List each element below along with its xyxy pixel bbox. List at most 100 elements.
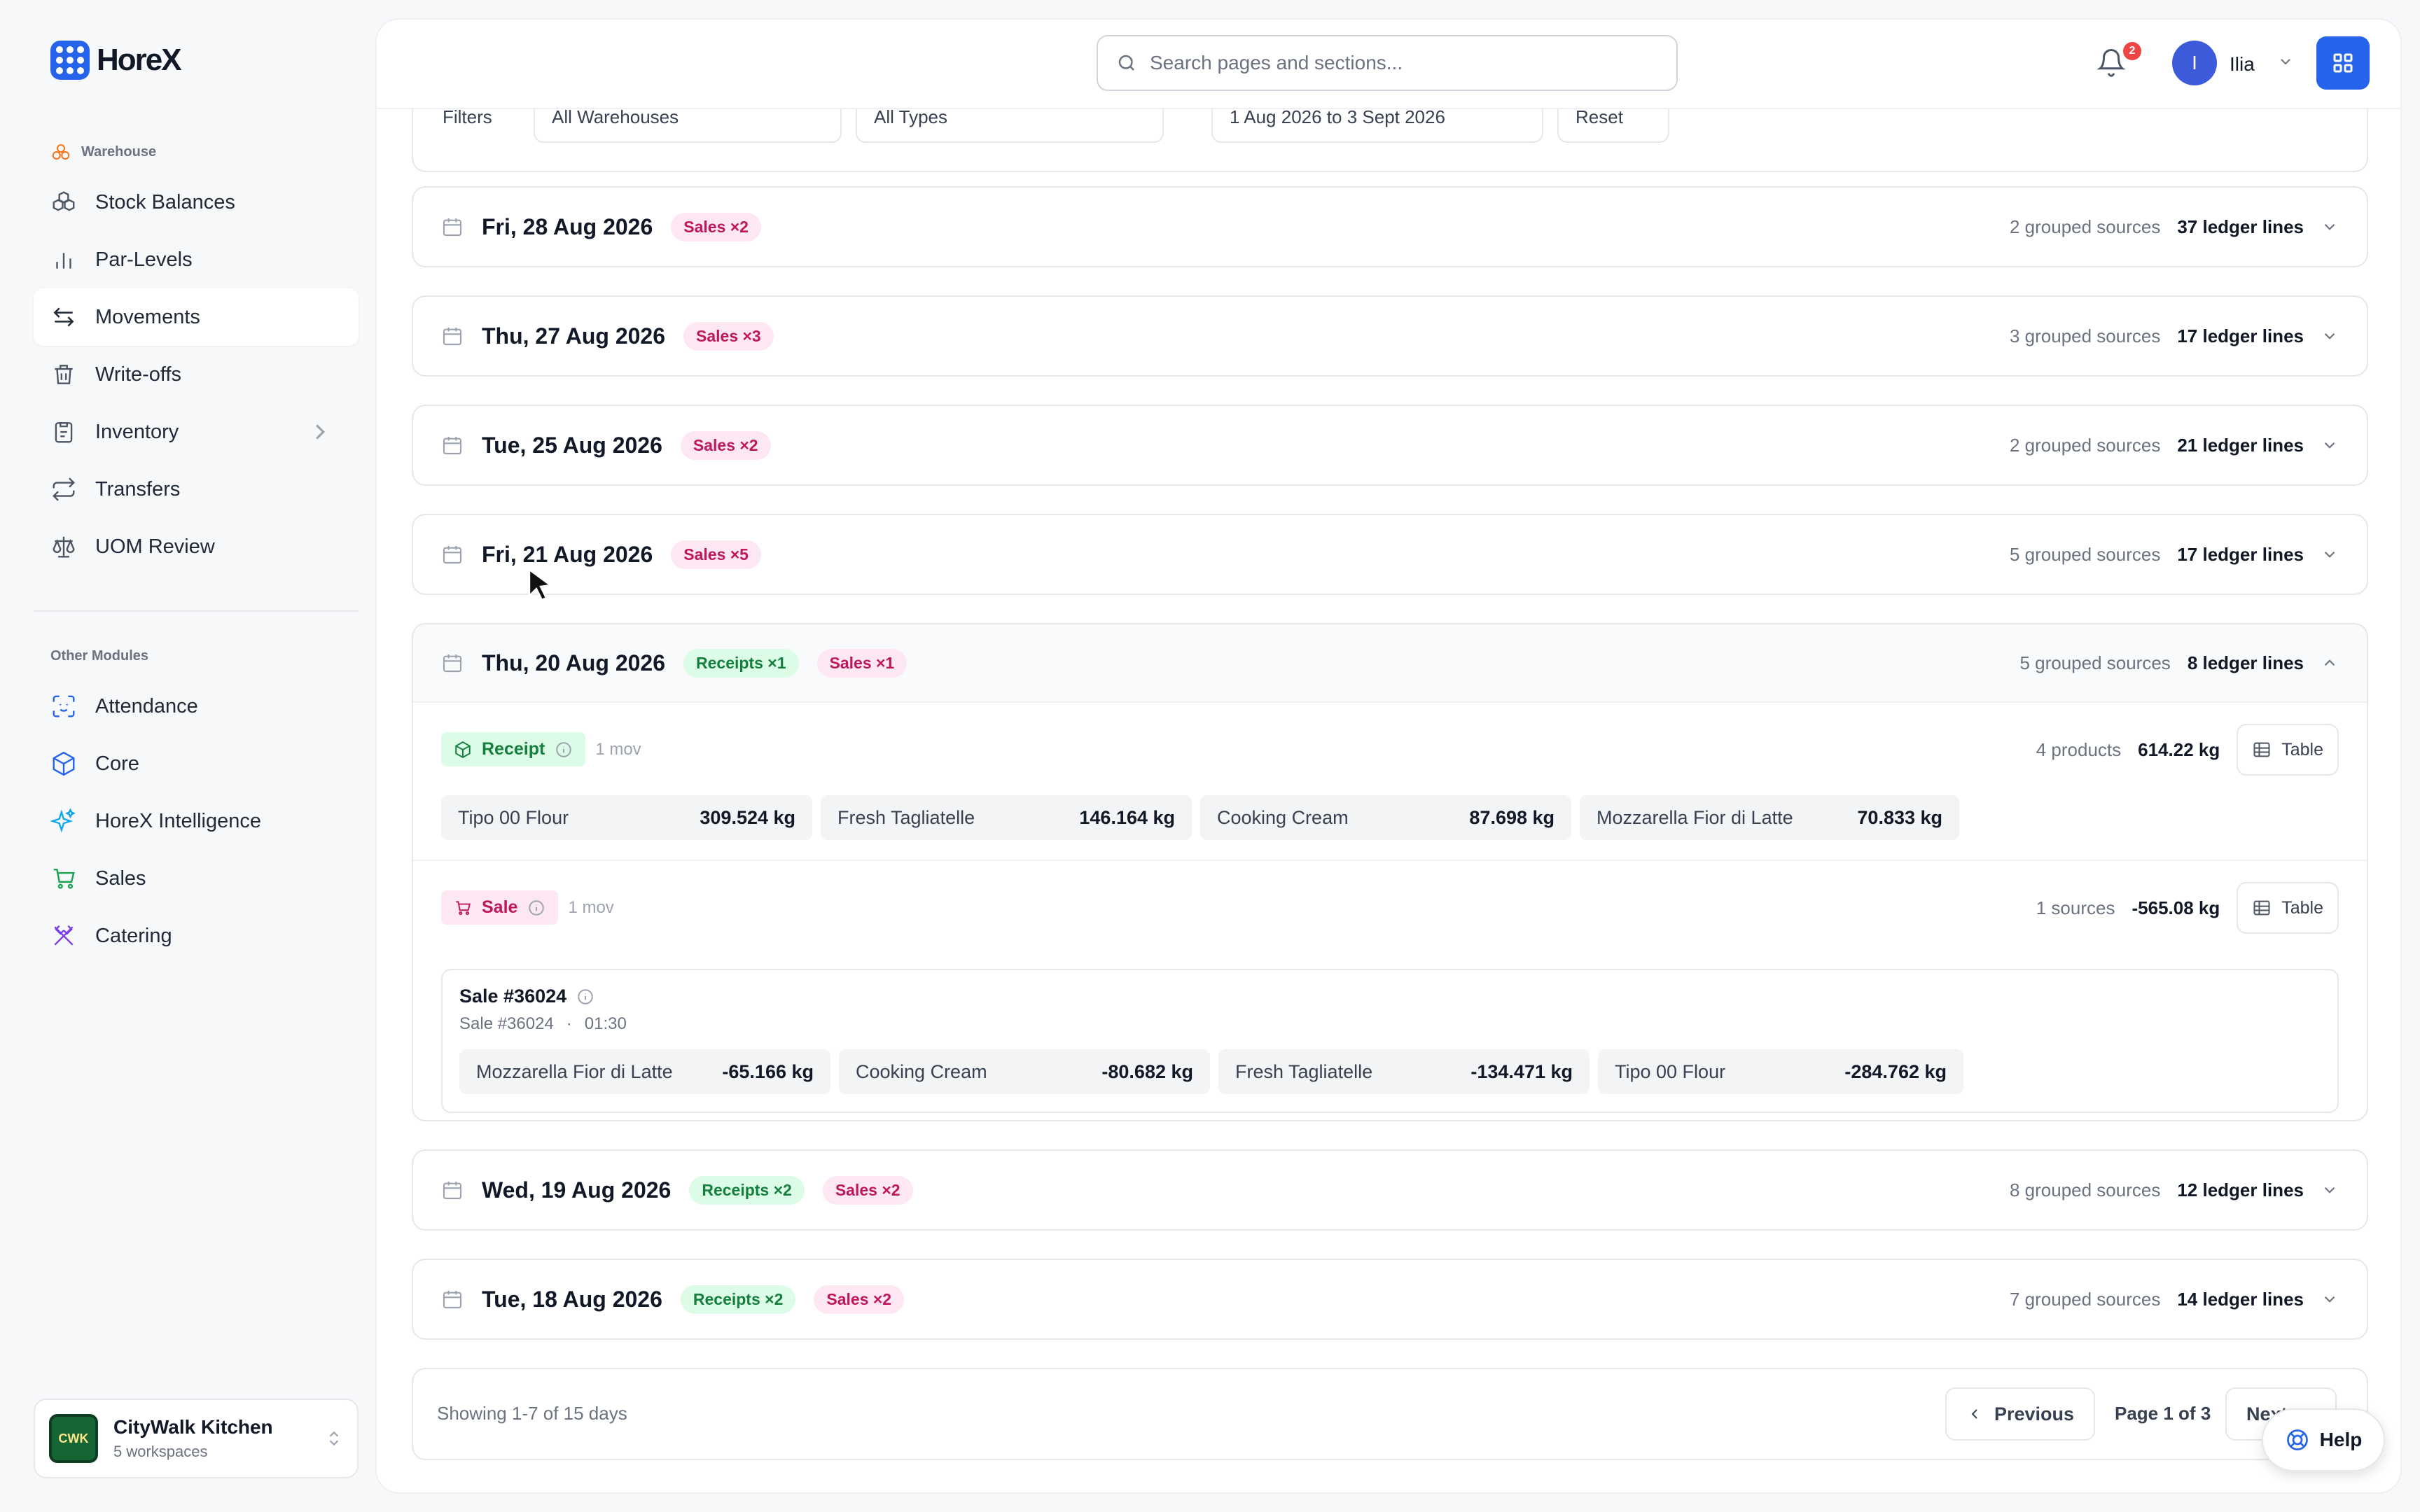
calendar-icon — [443, 546, 462, 564]
table-view-button[interactable]: Table — [2237, 724, 2339, 776]
trash-icon — [55, 365, 73, 384]
avatar[interactable]: I — [2172, 41, 2217, 85]
sidebar-item-par-levels[interactable]: Par-Levels — [34, 231, 359, 288]
search-input[interactable]: Search pages and sections... — [1097, 35, 1678, 91]
sidebar-item-sales[interactable]: Sales — [34, 850, 359, 907]
previous-button[interactable]: Previous — [1945, 1387, 2096, 1441]
sidebar-item-label: Sales — [95, 867, 146, 890]
sale-detail-card[interactable]: Sale #36024 Sale #36024 · 01:30 Mozzarella… — [441, 969, 2339, 1113]
date-range-value: 1 Aug 2026 to 3 Sept 2026 — [1230, 106, 1445, 127]
chevron-down-icon[interactable] — [2321, 545, 2339, 564]
product-qty: -80.682 kg — [1101, 1060, 1193, 1082]
product-chip: Cooking Cream 87.698 kg — [1200, 795, 1571, 840]
mouse-cursor-icon — [528, 568, 553, 601]
sidebar-item-transfers[interactable]: Transfers — [34, 461, 359, 518]
repeat-icon — [53, 477, 75, 501]
movement-count: 1 mov — [595, 739, 641, 759]
sidebar-item-label: HoreX Intelligence — [95, 809, 261, 832]
info-icon[interactable] — [576, 988, 594, 1006]
receipt-group: Receipt 1 mov 4 products 614.22 kg Table… — [413, 703, 2367, 861]
pagination-summary: Showing 1-7 of 15 days — [437, 1403, 627, 1424]
day-date: Tue, 25 Aug 2026 — [482, 432, 662, 458]
sidebar-item-label: Write-offs — [95, 363, 182, 386]
bell-icon[interactable] — [2096, 48, 2126, 77]
workspace-count: 5 workspaces — [113, 1443, 208, 1460]
section-label-warehouse: Warehouse — [50, 141, 156, 162]
sale-group: Sale 1 mov 1 sources -565.08 kg Table Sa… — [413, 861, 2367, 1113]
sidebar-item-write-offs[interactable]: Write-offs — [34, 346, 359, 403]
info-icon[interactable] — [555, 741, 573, 759]
day-card-header[interactable]: Thu, 20 Aug 2026 Receipts ×1 Sales ×1 5 … — [413, 624, 2367, 703]
sidebar-divider — [34, 610, 359, 612]
chevron-right-icon — [316, 424, 325, 440]
day-card[interactable]: Tue, 25 Aug 2026 Sales ×2 2 grouped sour… — [412, 405, 2368, 486]
sidebar-item-uom-review[interactable]: UOM Review — [34, 518, 359, 575]
product-chip: Fresh Tagliatelle 146.164 kg — [821, 795, 1192, 840]
grouped-sources: 2 grouped sources — [2009, 216, 2161, 237]
sidebar-item-movements[interactable]: Movements — [34, 288, 359, 346]
warehouse-icon — [52, 144, 70, 160]
product-name: Cooking Cream — [1217, 806, 1349, 828]
sales-badge: Sales ×2 — [814, 1284, 905, 1314]
grouped-sources: 2 grouped sources — [2009, 434, 2161, 456]
chevron-down-icon[interactable] — [2321, 327, 2339, 345]
calendar-icon — [443, 654, 462, 673]
product-name: Fresh Tagliatelle — [837, 806, 975, 828]
main-panel: Search pages and sections... 2 I Ilia Fi… — [375, 18, 2402, 1494]
chevron-down-icon[interactable] — [2277, 53, 2294, 70]
sidebar-item-attendance[interactable]: Attendance — [34, 678, 359, 735]
grouped-sources: 5 grouped sources — [2009, 543, 2161, 565]
chevron-down-icon[interactable] — [2321, 218, 2339, 236]
chevron-down-icon[interactable] — [2321, 1290, 2339, 1308]
section-label-other-modules: Other Modules — [50, 648, 148, 664]
sidebar-item-label: Movements — [95, 305, 200, 328]
cube-icon — [53, 751, 75, 776]
day-card[interactable]: Fri, 28 Aug 2026 Sales ×2 2 grouped sour… — [412, 186, 2368, 267]
day-date: Tue, 18 Aug 2026 — [482, 1286, 662, 1312]
day-card[interactable]: Thu, 27 Aug 2026 Sales ×3 3 grouped sour… — [412, 295, 2368, 377]
face-scan-icon — [53, 695, 75, 718]
sidebar-item-label: Attendance — [95, 694, 198, 718]
brand-logo[interactable]: HoreX — [50, 41, 182, 80]
chevron-up-icon[interactable] — [2321, 654, 2339, 672]
workspace-switcher[interactable]: CWK CityWalk Kitchen 5 workspaces — [34, 1399, 359, 1478]
chevron-down-icon[interactable] — [2321, 436, 2339, 454]
grouped-sources: 5 grouped sources — [2019, 652, 2171, 673]
help-button[interactable]: Help — [2262, 1408, 2385, 1471]
calendar-icon — [443, 1182, 462, 1200]
day-card[interactable]: Wed, 19 Aug 2026 Receipts ×2 Sales ×2 8 … — [412, 1149, 2368, 1231]
calendar-icon — [443, 437, 462, 455]
receipt-tag: Receipt — [441, 732, 586, 766]
user-name[interactable]: Ilia — [2230, 53, 2255, 75]
topbar: Search pages and sections... 2 I Ilia — [377, 20, 2400, 109]
product-qty: -134.471 kg — [1470, 1060, 1573, 1082]
sidebar-item-catering[interactable]: Catering — [34, 907, 359, 965]
day-card[interactable]: Fri, 21 Aug 2026 Sales ×5 5 grouped sour… — [412, 514, 2368, 595]
movement-count: 1 mov — [568, 897, 614, 917]
workspace-name: CityWalk Kitchen — [113, 1416, 273, 1438]
date-range-picker[interactable]: 1 Aug 2026 to 3 Sept 2026 — [1211, 91, 1543, 143]
sidebar-item-horex-intelligence[interactable]: HoreX Intelligence — [34, 792, 359, 850]
calendar-icon — [443, 328, 462, 346]
day-card-expanded: Thu, 20 Aug 2026 Receipts ×1 Sales ×1 5 … — [412, 623, 2368, 1121]
info-icon[interactable] — [527, 899, 545, 917]
sidebar-item-label: Core — [95, 752, 139, 775]
ledger-lines: 17 ledger lines — [2177, 543, 2304, 565]
ledger-lines: 12 ledger lines — [2177, 1179, 2304, 1200]
sales-badge: Sales ×3 — [683, 321, 774, 351]
chevron-down-icon[interactable] — [2321, 1181, 2339, 1199]
product-qty: 309.524 kg — [700, 806, 795, 828]
sidebar-item-inventory[interactable]: Inventory — [34, 403, 359, 461]
table-view-button[interactable]: Table — [2237, 882, 2339, 934]
lifebuoy-icon — [2286, 1429, 2308, 1450]
apps-button[interactable] — [2316, 36, 2370, 90]
day-card[interactable]: Tue, 18 Aug 2026 Receipts ×2 Sales ×2 7 … — [412, 1259, 2368, 1340]
warehouse-select-value: All Warehouses — [552, 106, 679, 127]
ledger-lines: 37 ledger lines — [2177, 216, 2304, 237]
sidebar-item-core[interactable]: Core — [34, 735, 359, 792]
receipt-total: 614.22 kg — [2138, 738, 2220, 760]
sale-subline: Sale #36024 · 01:30 — [459, 1014, 2322, 1034]
sidebar-item-stock-balances[interactable]: Stock Balances — [34, 174, 359, 231]
sales-badge: Sales ×2 — [822, 1175, 913, 1205]
help-label: Help — [2319, 1429, 2363, 1450]
